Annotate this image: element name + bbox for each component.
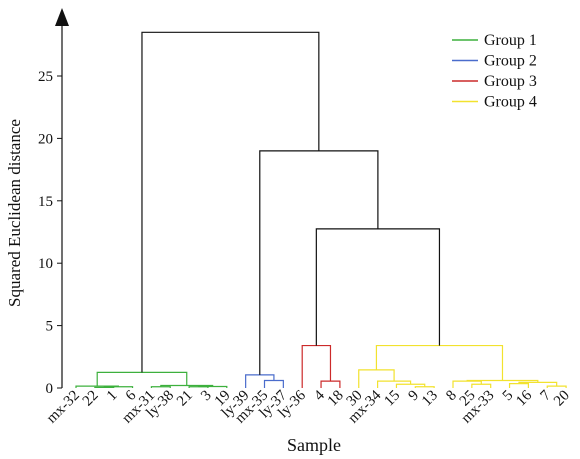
dendrogram-link	[508, 383, 529, 388]
dendrogram-link	[263, 379, 284, 388]
leaf-label: 3	[198, 388, 215, 405]
dendrogram-link	[320, 380, 341, 388]
legend-label: Group 2	[484, 53, 537, 70]
leaf-label: 7	[537, 387, 554, 404]
dendrogram-link	[375, 344, 504, 381]
legend-label: Group 3	[484, 73, 537, 90]
dendrogram-link	[414, 386, 435, 388]
legend-label: Group 1	[484, 32, 537, 49]
x-axis-label: Sample	[287, 435, 341, 455]
y-tick-label: 0	[46, 381, 54, 397]
dendrogram-link	[94, 386, 115, 388]
dendrogram-link	[96, 371, 188, 387]
dendrogram-link	[546, 385, 567, 388]
leaf-label: 9	[406, 388, 423, 405]
dendrogram-link	[259, 150, 379, 375]
leaf-label: 5	[500, 388, 517, 405]
leaf-label: 15	[381, 388, 403, 410]
legend-label: Group 4	[484, 94, 537, 111]
dendrogram-link	[141, 31, 320, 373]
y-tick-label: 5	[46, 319, 54, 335]
leaf-label: 8	[443, 388, 460, 405]
y-tick-label: 10	[38, 256, 53, 272]
dendrogram-link	[471, 383, 492, 388]
leaf-label: 21	[174, 388, 196, 410]
dendrogram-link	[358, 369, 395, 388]
y-axis-arrow	[55, 8, 69, 26]
y-tick-label: 25	[38, 69, 53, 85]
leaf-label: 20	[551, 388, 573, 410]
leaf-label: 16	[513, 387, 535, 409]
leaf-label: 13	[419, 388, 441, 410]
y-tick-label: 15	[38, 194, 53, 210]
leaf-label: 1	[104, 388, 121, 405]
y-tick-label: 20	[38, 131, 53, 147]
dendrogram-link	[245, 374, 275, 388]
dendrogram-link	[150, 386, 171, 388]
leaf-label: 4	[311, 387, 328, 404]
y-axis-label: Squared Euclidean distance	[5, 119, 24, 307]
dendrogram-link	[315, 228, 441, 346]
leaf-label: 22	[80, 388, 102, 410]
